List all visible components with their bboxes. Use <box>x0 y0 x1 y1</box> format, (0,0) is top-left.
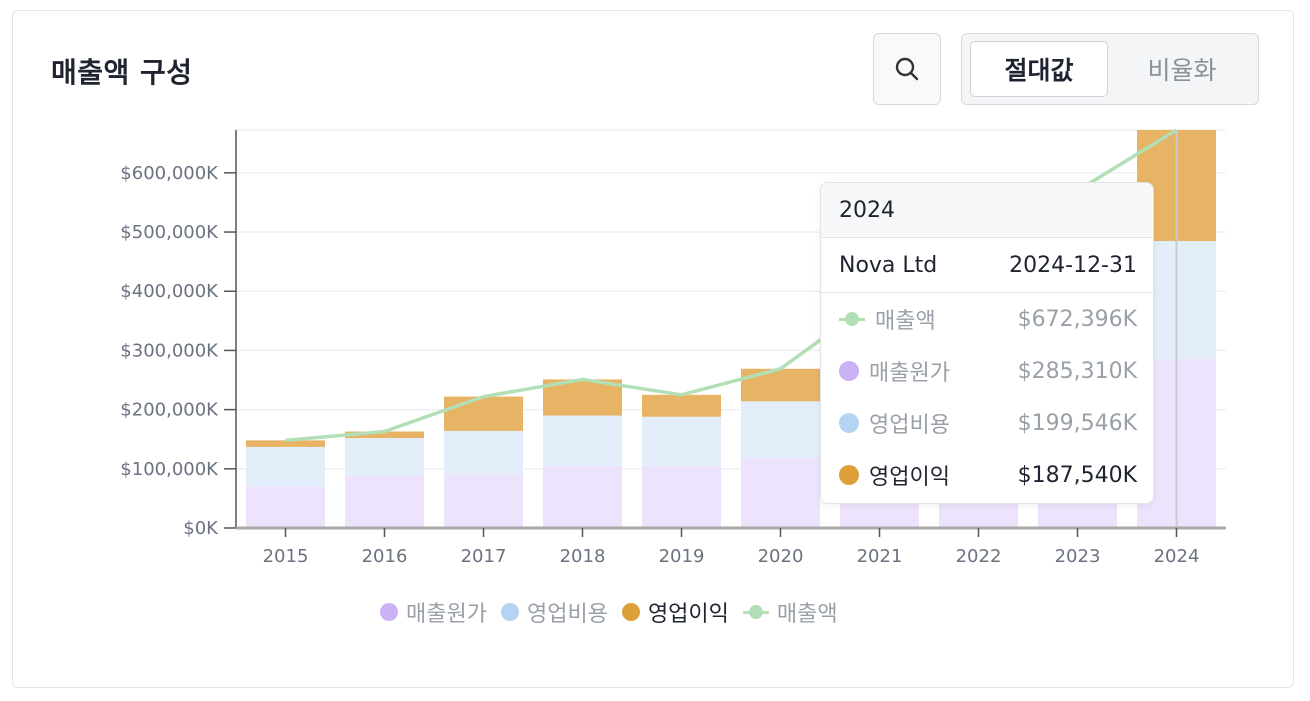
line-marker-icon <box>742 602 769 622</box>
tooltip-row-name: 매출액 <box>875 309 936 334</box>
tooltip-date: 2024-12-31 <box>1009 252 1137 278</box>
dot-marker-icon <box>839 361 859 381</box>
tooltip-year: 2024 <box>821 183 1153 238</box>
x-tick-label: 2015 <box>263 546 309 567</box>
bar-segment[interactable] <box>642 394 721 417</box>
bar-segment[interactable] <box>246 446 325 487</box>
dot-marker-icon <box>839 413 859 433</box>
legend-label: 매출액 <box>776 602 838 627</box>
legend-label: 영업비용 <box>526 602 608 627</box>
tooltip-meta: Nova Ltd 2024-12-31 <box>821 238 1153 293</box>
bar-segment[interactable] <box>642 466 721 528</box>
chart-legend: 매출원가 영업비용 영업이익 매출액 <box>380 596 838 628</box>
search-button[interactable] <box>873 33 941 105</box>
x-tick-label: 2019 <box>659 546 705 567</box>
tooltip-row: 영업비용 $199,546K <box>821 397 1153 449</box>
x-tick-label: 2021 <box>857 546 903 567</box>
y-tick-label: $400,000K <box>120 281 219 302</box>
x-tick-label: 2022 <box>956 546 1002 567</box>
legend-label: 영업이익 <box>647 602 729 627</box>
legend-item[interactable]: 영업이익 <box>621 596 729 628</box>
x-tick-label: 2016 <box>362 546 408 567</box>
tooltip-row-name: 영업비용 <box>869 413 950 438</box>
y-tick-label: $300,000K <box>120 340 219 361</box>
dot-marker-icon <box>621 603 640 621</box>
mode-option-ratio[interactable]: 비율화 <box>1147 56 1217 85</box>
bar-segment[interactable] <box>246 440 325 447</box>
x-tick-label: 2017 <box>461 546 507 567</box>
tooltip-row: 매출원가 $285,310K <box>821 345 1153 397</box>
tooltip-company: Nova Ltd <box>839 252 938 278</box>
tooltip-row: 영업이익 $187,540K <box>821 449 1153 501</box>
tooltip-row-value: $672,396K <box>1017 306 1137 332</box>
line-marker-icon <box>839 309 865 329</box>
tooltip-row-label: 영업비용 <box>839 407 950 439</box>
bar-segment[interactable] <box>642 416 721 467</box>
bar-segment[interactable] <box>444 430 523 475</box>
x-tick-label: 2020 <box>758 546 804 567</box>
tooltip-rows: 매출액 $672,396K 매출원가 $285,310K 영업비용 $199,546K 영업… <box>821 293 1153 501</box>
tooltip-row-label: 매출원가 <box>839 355 950 387</box>
tooltip-row-label: 매출액 <box>839 303 936 335</box>
tooltip-row-name: 영업이익 <box>869 465 950 490</box>
y-tick-label: $100,000K <box>120 459 219 480</box>
dot-marker-icon <box>839 465 859 485</box>
bar-segment[interactable] <box>345 438 424 476</box>
dot-marker-icon <box>380 603 398 621</box>
y-tick-label: $200,000K <box>120 400 219 421</box>
tooltip-row: 매출액 $672,396K <box>821 293 1153 345</box>
bar-segment[interactable] <box>741 401 820 459</box>
x-tick-label: 2024 <box>1154 546 1200 567</box>
bar-segment[interactable] <box>444 396 523 431</box>
axes: $0K $100,000K $200,000K $300,000K $400,000K $… <box>120 130 1226 567</box>
y-tick-label: $0K <box>183 518 219 539</box>
mode-toggle: 절대값 비율화 <box>961 33 1259 105</box>
tooltip-row-label: 영업이익 <box>839 459 950 491</box>
tooltip-row-name: 매출원가 <box>869 361 950 386</box>
bar-segment[interactable] <box>345 475 424 528</box>
x-tick-label: 2023 <box>1055 546 1101 567</box>
dot-marker-icon <box>500 603 519 621</box>
bar-segment[interactable] <box>741 368 820 402</box>
legend-label: 매출원가 <box>406 602 487 627</box>
y-tick-label: $500,000K <box>120 222 219 243</box>
mode-option-absolute[interactable]: 절대값 <box>970 41 1108 97</box>
bar-segment[interactable] <box>543 415 622 466</box>
legend-item[interactable]: 매출원가 <box>380 596 487 628</box>
bar-segment[interactable] <box>543 465 622 528</box>
bar-segment[interactable] <box>444 474 523 528</box>
y-tick-label: $600,000K <box>120 163 219 184</box>
page-title: 매출액 구성 <box>51 56 193 89</box>
legend-item[interactable]: 매출액 <box>742 596 838 628</box>
chart-tooltip: 2024 Nova Ltd 2024-12-31 매출액 $672,396K 매출원… <box>820 182 1154 504</box>
x-tick-label: 2018 <box>560 546 606 567</box>
bar-segment[interactable] <box>246 486 325 528</box>
search-icon <box>895 57 919 81</box>
tooltip-row-value: $187,540K <box>1017 462 1137 488</box>
bar-segment[interactable] <box>741 458 820 528</box>
legend-item[interactable]: 영업비용 <box>500 596 608 628</box>
tooltip-row-value: $199,546K <box>1017 410 1137 436</box>
tooltip-row-value: $285,310K <box>1017 358 1137 384</box>
bar-segment[interactable] <box>345 431 424 439</box>
